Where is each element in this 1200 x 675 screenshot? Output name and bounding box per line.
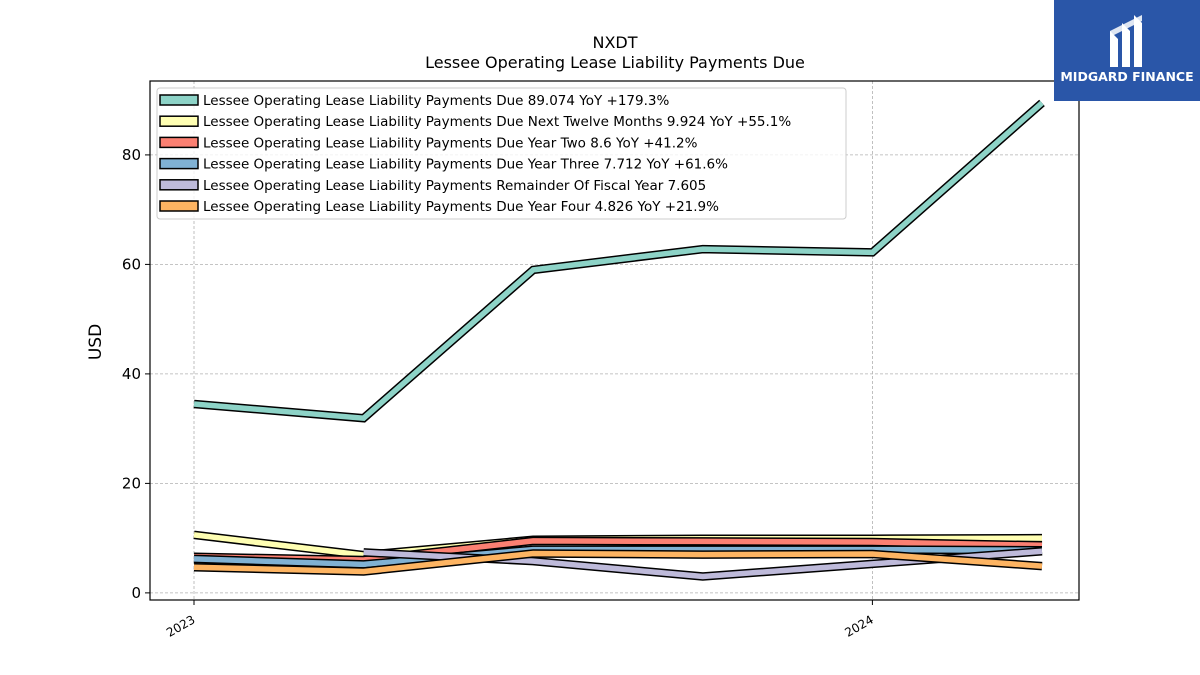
legend-label: Lessee Operating Lease Liability Payment… [203,93,669,109]
midgard-logo-icon [1110,15,1142,67]
legend-label: Lessee Operating Lease Liability Payment… [203,178,706,194]
y-axis-label: USD [86,324,106,360]
legend-label: Lessee Operating Lease Liability Payment… [203,135,698,151]
series-line-5 [193,549,1043,576]
legend-label: Lessee Operating Lease Liability Payment… [203,114,791,130]
chart-title: NXDT [592,33,637,52]
y-tick-label: 0 [131,584,141,602]
legend-label: Lessee Operating Lease Liability Payment… [203,199,719,215]
legend-box [156,87,847,220]
legend-item: Lessee Operating Lease Liability Payment… [159,114,791,130]
y-tick-label: 80 [122,146,141,164]
x-tick-label: 2024 [842,612,875,639]
legend-swatch [159,179,199,191]
legend-item: Lessee Operating Lease Liability Payment… [159,157,728,173]
y-tick-label: 40 [122,365,141,383]
legend-item: Lessee Operating Lease Liability Payment… [159,135,698,151]
series-stroke [193,550,1043,575]
y-ticks: 0 20 40 60 80 [122,146,150,602]
legend-swatch [159,136,199,149]
legend-swatch [159,115,199,127]
brand-name: MIDGARD FINANCE [1060,69,1194,84]
x-ticks: 2023 2024 [164,600,876,640]
x-tick-label: 2023 [164,612,197,639]
legend-label: Lessee Operating Lease Liability Payment… [203,157,728,173]
legend: Lessee Operating Lease Liability Payment… [156,87,847,220]
y-tick-label: 60 [122,255,141,273]
legend-swatch [159,200,199,212]
series-line-0 [193,99,1045,423]
chart-subtitle: Lessee Operating Lease Liability Payment… [425,53,805,72]
series-line-3 [193,545,1043,569]
legend-swatch [159,157,199,170]
legend-item: Lessee Operating Lease Liability Payment… [159,93,669,109]
series-stroke [193,546,1043,568]
plot-frame [149,80,1080,601]
series-stroke [193,100,1044,422]
legend-item: Lessee Operating Lease Liability Payment… [159,178,706,194]
legend-swatch [159,94,199,106]
legend-item: Lessee Operating Lease Liability Payment… [159,199,719,215]
series-lines [193,99,1045,581]
y-tick-label: 20 [122,474,141,492]
brand-logo: MIDGARD FINANCE [1054,0,1200,101]
